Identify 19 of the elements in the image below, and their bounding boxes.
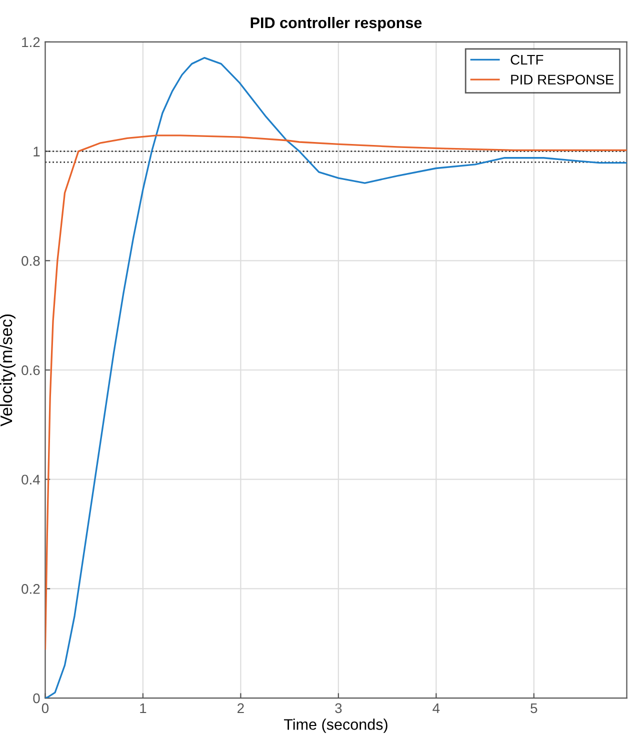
x-tick-label: 0 (42, 703, 49, 714)
legend-label: PID RESPONSE (511, 74, 614, 85)
y-tick-label: 1 (34, 146, 40, 156)
x-tick-label: 3 (335, 703, 342, 714)
x-tick-label: 1 (140, 703, 146, 713)
legend-label: CLTF (510, 54, 544, 65)
line-series (45, 134, 627, 650)
x-tick-label: 5 (530, 703, 538, 714)
y-tick-label: 0.4 (22, 474, 40, 485)
y-tick-label: 1.2 (22, 37, 40, 47)
y-tick-label: 0.8 (22, 256, 40, 266)
y-tick-label: 0.2 (22, 584, 40, 594)
chart-title: PID controller response (250, 16, 422, 32)
y-axis-title: Velocity(m/sec) (0, 314, 16, 426)
y-tick-label: 0 (33, 693, 40, 704)
x-axis-title: Time (seconds) (284, 718, 388, 733)
y-tick-label: 0.6 (22, 365, 40, 376)
x-tick-label: 2 (238, 703, 244, 713)
x-tick-label: 4 (432, 703, 440, 713)
